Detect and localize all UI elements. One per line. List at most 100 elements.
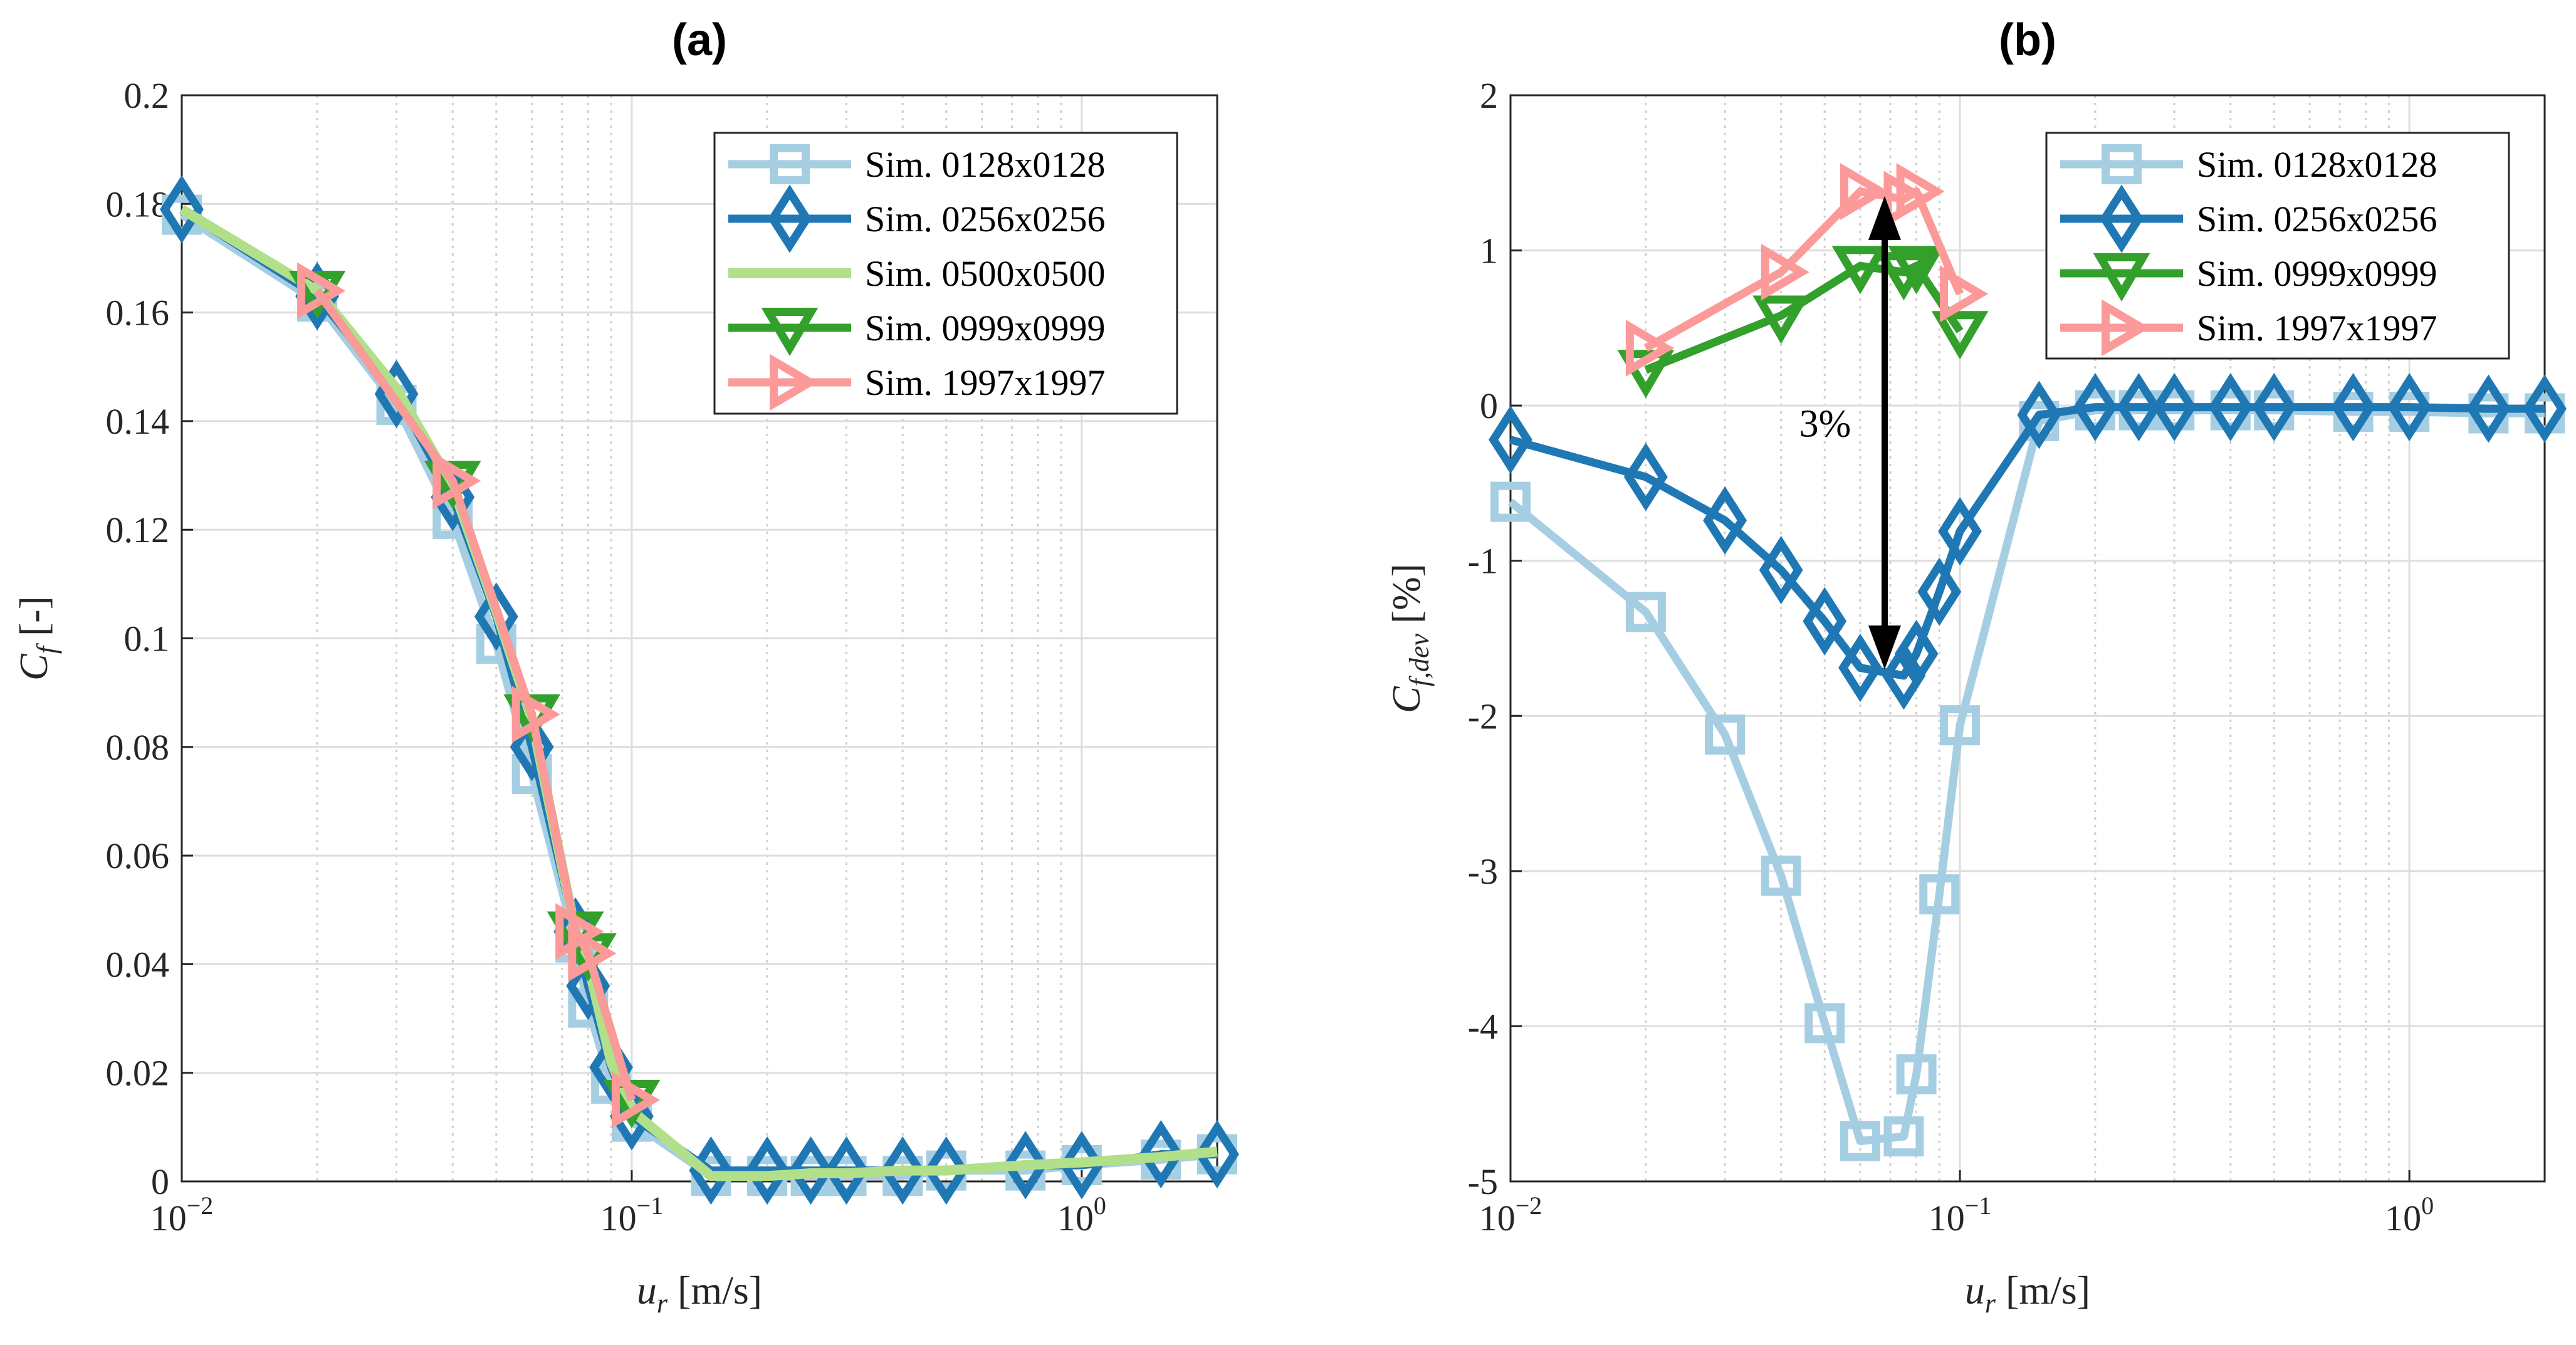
data-point (297, 262, 346, 320)
data-point (824, 1136, 869, 1205)
y-tick-label: -5 (1468, 1161, 1498, 1202)
legend-label: Sim. 0256x0256 (2197, 199, 2437, 239)
chart-panel-b: -5 -4 -3 -2 -1 0 1 2 10−2 10−1 100 (b) ur [m/s] Cf,de… (1384, 15, 2567, 1319)
legend-item: Sim. 0256x0256 (2060, 184, 2437, 253)
data-point (611, 1071, 661, 1129)
series-group (1489, 163, 2567, 1161)
data-point (160, 175, 204, 244)
legend-item: Sim. 0500x0500 (728, 253, 1106, 294)
data-point (1803, 587, 1847, 656)
legend-item: Sim. 0999x0999 (2060, 253, 2437, 302)
legend-swatch-marker (2100, 184, 2144, 253)
data-point (510, 713, 554, 782)
legend-swatch-marker (2102, 144, 2142, 184)
data-point (745, 1136, 789, 1205)
annotation-label: 3% (1799, 403, 1851, 446)
data-point (2073, 373, 2117, 442)
data-point (2387, 373, 2432, 442)
data-point (2117, 373, 2161, 442)
data-point (1888, 246, 1945, 295)
data-point (1883, 1116, 1924, 1157)
y-tick-label: 0.16 (106, 293, 170, 333)
axes-box (1509, 94, 2546, 1183)
data-point (1623, 442, 1668, 511)
y-tick-label: 0.02 (106, 1053, 170, 1094)
legend-item: Sim. 0128x0128 (728, 144, 1106, 185)
y-tick-label: 0 (1480, 385, 1498, 426)
legend-label: Sim. 1997x1997 (865, 362, 1106, 403)
y-tick-label: -2 (1468, 696, 1498, 736)
data-point (1840, 163, 1889, 220)
series-sim-0256x0256 (1489, 373, 2567, 710)
annotation: 3% (1799, 196, 1901, 670)
data-point (1625, 592, 1666, 632)
data-point (1625, 320, 1674, 377)
panel-title: (a) (672, 15, 727, 65)
x-axis-label: ur [m/s] (1965, 1268, 2090, 1319)
data-point (1882, 641, 1926, 710)
legend-swatch-marker (2093, 253, 2150, 302)
data-point (555, 903, 604, 960)
y-tick-label: 0.06 (106, 835, 170, 876)
legend-item: Sim. 1997x1997 (2060, 299, 2437, 357)
legend-item: Sim. 0128x0128 (2060, 144, 2437, 185)
legend-label: Sim. 0256x0256 (865, 199, 1106, 239)
legend-label: Sim. 0128x0128 (865, 144, 1106, 185)
x-tick-label: 10−2 (1479, 1191, 1542, 1238)
x-axis-label: ur [m/s] (637, 1268, 762, 1319)
y-tick-label: 0.18 (106, 184, 170, 224)
data-point (1940, 265, 1989, 323)
data-point (881, 1136, 925, 1205)
data-point (788, 1136, 833, 1205)
data-point (1059, 1131, 1104, 1200)
legend-label: Sim. 1997x1997 (2197, 308, 2437, 348)
y-tick-label: -3 (1468, 851, 1498, 892)
y-tick-label: 2 (1480, 75, 1498, 116)
data-point (1761, 243, 1809, 301)
data-point (1195, 1120, 1239, 1189)
legend-label: Sim. 0999x0999 (865, 308, 1106, 348)
y-tick-label: 0.1 (124, 619, 170, 659)
data-point (432, 452, 481, 510)
x-tick-label: 100 (2385, 1191, 2434, 1238)
data-point (1894, 619, 1939, 688)
series-line (313, 288, 636, 1101)
legend-label: Sim. 0500x0500 (865, 253, 1106, 294)
legend-item: Sim. 0256x0256 (728, 184, 1106, 253)
data-point (1896, 1054, 1937, 1095)
data-point (1831, 246, 1889, 295)
data-point (1489, 406, 1532, 474)
data-point (2331, 373, 2375, 442)
data-point (1759, 536, 1803, 605)
data-point (1761, 856, 1801, 896)
legend-label: Sim. 0128x0128 (2197, 144, 2437, 185)
series-sim-1997x1997 (1625, 163, 1989, 377)
series-group (160, 175, 1239, 1205)
data-point (511, 686, 560, 743)
data-point (2252, 373, 2296, 442)
data-point (1896, 163, 1945, 220)
panel-title: (b) (1999, 15, 2056, 65)
data-point (1840, 1121, 1880, 1161)
data-point (566, 951, 610, 1020)
annotation-arrow-head-down (1868, 625, 1901, 670)
data-point (2523, 374, 2567, 443)
legend-swatch-marker (770, 144, 810, 184)
y-axis-label: Cf [-] (11, 596, 62, 681)
chart-panel-a: 0 0.02 0.04 0.06 0.08 0.1 0.12 0.14 0.16 0.18 0.2 1… (11, 15, 1239, 1319)
y-tick-label: 1 (1480, 231, 1498, 271)
data-point (1705, 714, 1746, 755)
data-point (1838, 633, 1882, 703)
y-tick-label: -1 (1468, 541, 1498, 582)
legend: Sim. 0128x0128 Sim. 0256x0256 Sim. 0999x09… (2045, 132, 2510, 360)
y-tick-label: 0.08 (106, 727, 170, 768)
legend-swatch-marker (770, 353, 819, 411)
data-point (2152, 373, 2197, 442)
x-tick-label: 10−1 (600, 1191, 664, 1238)
data-point (1919, 874, 1960, 914)
legend: Sim. 0128x0128 Sim. 0256x0256 Sim. 0500x05… (713, 132, 1178, 415)
data-point (1490, 481, 1531, 522)
legend-label: Sim. 0999x0999 (2197, 253, 2437, 294)
data-point (1752, 295, 1810, 344)
